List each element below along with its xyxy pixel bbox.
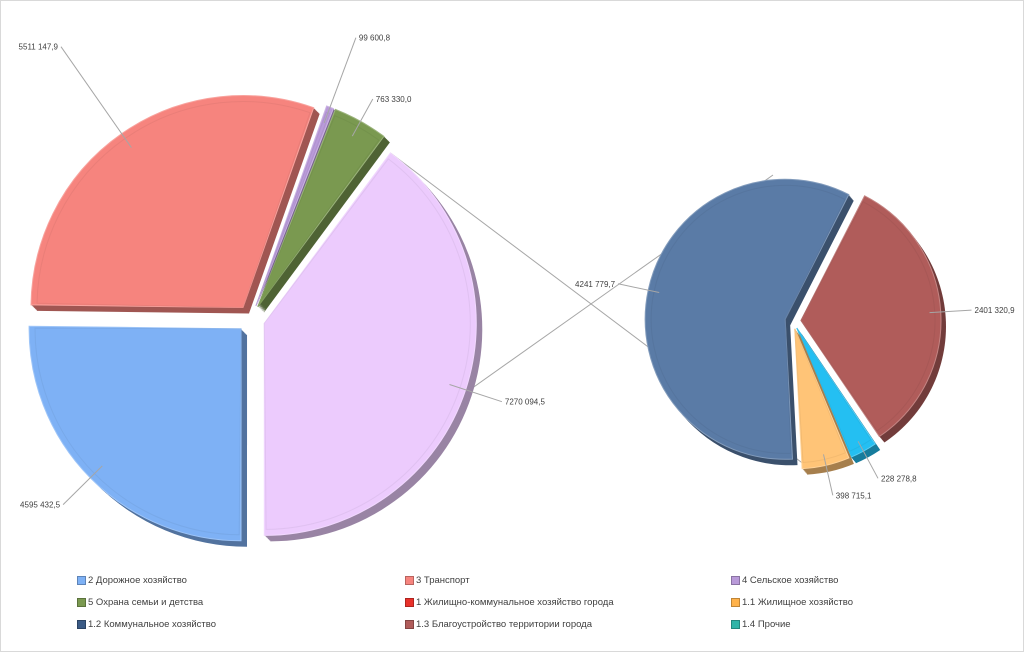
legend-swatch bbox=[77, 576, 86, 585]
legend-swatch bbox=[731, 620, 740, 629]
legend-item-4-сельское-хозяйство: 4 Сельское хозяйство bbox=[731, 575, 838, 586]
slices-group bbox=[28, 95, 946, 547]
legend-item-1-4-прочие: 1.4 Прочие bbox=[731, 619, 791, 630]
legend-item-3-транспорт: 3 Транспорт bbox=[405, 575, 470, 586]
data-labels: 4595 432,5 5511 147,9 99 600,8 763 330,0 727… bbox=[19, 34, 1016, 510]
legend-label: 4 Сельское хозяйство bbox=[742, 575, 839, 586]
legend-swatch bbox=[77, 598, 86, 607]
legend-label: 1.4 Прочие bbox=[742, 619, 791, 630]
leader-lines bbox=[60, 37, 972, 505]
primary-4-сельское-хозяйство-data-label: 99 600,8 bbox=[359, 34, 391, 43]
primary-5-охрана-семьи-и-детства-data-label: 763 330,0 bbox=[376, 95, 412, 104]
secondary-1-4-прочие-leader-line bbox=[857, 441, 879, 479]
primary-3-транспорт-data-label: 5511 147,9 bbox=[19, 43, 59, 52]
legend-swatch bbox=[405, 598, 414, 607]
primary-2-дорожное-хозяйство-data-label: 4595 432,5 bbox=[20, 501, 61, 510]
secondary-1-4-прочие-slice bbox=[796, 327, 881, 464]
chart-legend: 2 Дорожное хозяйство 3 Транспорт 4 Сельско… bbox=[77, 575, 977, 645]
secondary-1-2-коммунальное-хозяйство-data-label: 4241 779,7 bbox=[575, 280, 616, 289]
legend-swatch bbox=[731, 576, 740, 585]
secondary-1-2-коммунальное-хозяйство-slice bbox=[644, 178, 854, 466]
legend-swatch bbox=[405, 576, 414, 585]
legend-label: 1 Жилищно-коммунальное хозяйство города bbox=[416, 597, 614, 608]
primary-3-транспорт-slice bbox=[30, 95, 320, 314]
primary-5-охрана-семьи-и-детства-slice bbox=[257, 108, 390, 313]
secondary-1-3-благоустройство-территории-города-data-label: 2401 320,9 bbox=[975, 306, 1016, 315]
primary-3-транспорт-leader-line bbox=[60, 46, 132, 148]
secondary-1-1-жилищное-хозяйство-data-label: 398 715,1 bbox=[836, 491, 872, 500]
secondary-1-1-жилищное-хозяйство-slice bbox=[794, 328, 854, 475]
legend-label: 1.1 Жилищное хозяйство bbox=[742, 597, 853, 608]
legend-label: 3 Транспорт bbox=[416, 575, 470, 586]
legend-label: 2 Дорожное хозяйство bbox=[88, 575, 187, 586]
legend-item-1-1-жилищное-хозяйство: 1.1 Жилищное хозяйство bbox=[731, 597, 853, 608]
legend-item-1-жилищно-коммунальное-хозяйство-города: 1 Жилищно-коммунальное хозяйство города bbox=[405, 597, 614, 608]
primary-5-охрана-семьи-и-детства-leader-line bbox=[351, 98, 374, 137]
secondary-1-3-благоустройство-территории-города-leader-line bbox=[929, 309, 972, 314]
primary-2-дорожное-хозяйство-slice bbox=[28, 325, 248, 547]
legend-item-1-3-благоустройство-территории-города: 1.3 Благоустройство территории города bbox=[405, 619, 592, 630]
primary-2-дорожное-хозяйство-leader-line bbox=[62, 465, 103, 505]
primary-1-жилищно-коммунальное-хозяйство-города-slice bbox=[263, 152, 483, 542]
pie-of-pie-chart: 4595 432,5 5511 147,9 99 600,8 763 330,0 727… bbox=[19, 34, 1016, 547]
legend-item-2-дорожное-хозяйство: 2 Дорожное хозяйство bbox=[77, 575, 187, 586]
secondary-1-2-коммунальное-хозяйство-leader-line bbox=[617, 283, 660, 293]
primary-1-жилищно-коммунальное-хозяйство-города-data-label: 7270 094,5 bbox=[505, 398, 546, 407]
secondary-1-4-прочие-data-label: 228 278,8 bbox=[881, 474, 917, 483]
secondary-1-1-жилищное-хозяйство-leader-line bbox=[823, 454, 834, 496]
primary-4-сельское-хозяйство-leader-line bbox=[323, 37, 357, 124]
legend-label: 1.2 Коммунальное хозяйство bbox=[88, 619, 217, 630]
legend-swatch bbox=[77, 620, 86, 629]
legend-item-1-2-коммунальное-хозяйство: 1.2 Коммунальное хозяйство bbox=[77, 619, 216, 630]
legend-label: 5 Охрана семьи и детства bbox=[88, 597, 204, 608]
legend-item-5-охрана-семьи-и-детства: 5 Охрана семьи и детства bbox=[77, 597, 203, 608]
secondary-1-3-благоустройство-территории-города-slice bbox=[800, 195, 946, 443]
primary-1-жилищно-коммунальное-хозяйство-города-leader-line bbox=[449, 384, 503, 403]
legend-swatch bbox=[405, 620, 414, 629]
legend-swatch bbox=[731, 598, 740, 607]
legend-label: 1.3 Благоустройство территории города bbox=[416, 619, 593, 630]
